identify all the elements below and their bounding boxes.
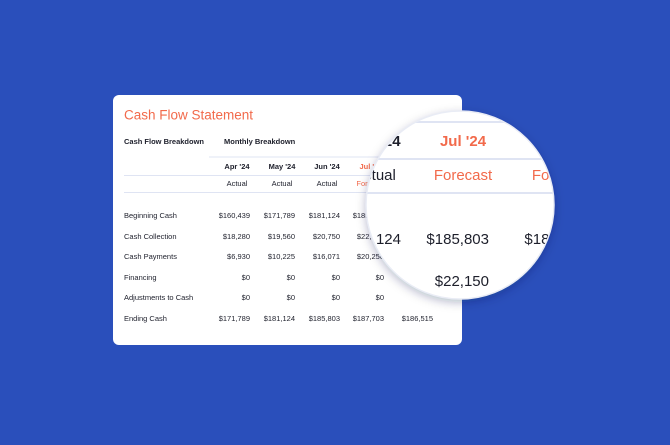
cell-value: $181,124 bbox=[309, 211, 340, 220]
cell-value: $185,803 bbox=[309, 314, 340, 323]
cell-value: $186,515 bbox=[402, 314, 433, 323]
column-kind: Actual bbox=[317, 179, 338, 188]
cell-value: $0 bbox=[287, 273, 295, 282]
row-label: Adjustments to Cash bbox=[124, 293, 193, 302]
column-kind: Actual bbox=[227, 179, 248, 188]
card-title: Cash Flow Statement bbox=[124, 108, 253, 123]
header: Cash Flow Breakdown bbox=[124, 137, 204, 146]
cell-value: $171,789 bbox=[264, 211, 295, 220]
row-label: Cash Payments bbox=[124, 252, 177, 261]
cell-value: $160,439 bbox=[219, 211, 250, 220]
column-month: Jul '24 bbox=[359, 162, 383, 171]
cell-value: $0 bbox=[376, 273, 384, 282]
column-month: Apr '24 bbox=[224, 162, 250, 171]
cell-value: $20,250 bbox=[357, 252, 384, 261]
cell-value: $22,150 bbox=[357, 232, 384, 241]
row-label: Cash Collection bbox=[124, 232, 177, 241]
cell-value: $171,789 bbox=[219, 314, 250, 323]
cell-value: $20,750 bbox=[313, 232, 340, 241]
cell-value: $19,560 bbox=[268, 232, 295, 241]
cell-value: $6,930 bbox=[227, 252, 250, 261]
column-month: May '24 bbox=[269, 162, 297, 171]
row-label: Beginning Cash bbox=[124, 211, 177, 220]
magnifier-rim bbox=[365, 110, 555, 300]
cell-value: $187,703 bbox=[353, 314, 384, 323]
cell-value: $0 bbox=[242, 273, 250, 282]
cell-value: $0 bbox=[332, 273, 340, 282]
cell-value: $0 bbox=[287, 293, 295, 302]
column-kind: Actual bbox=[272, 179, 293, 188]
cell-value: $0 bbox=[242, 293, 250, 302]
cell-value: $0 bbox=[376, 293, 384, 302]
cell-value: $181,124 bbox=[264, 314, 295, 323]
column-month: Jun '24 bbox=[314, 162, 340, 171]
row-label: Ending Cash bbox=[124, 314, 167, 323]
cell-value: $10,225 bbox=[268, 252, 295, 261]
cell-value: $16,071 bbox=[313, 252, 340, 261]
cell-value: $0 bbox=[332, 293, 340, 302]
cell-value: $18,280 bbox=[223, 232, 250, 241]
header: Monthly Breakdown bbox=[224, 137, 296, 146]
row-label: Financing bbox=[124, 273, 157, 282]
